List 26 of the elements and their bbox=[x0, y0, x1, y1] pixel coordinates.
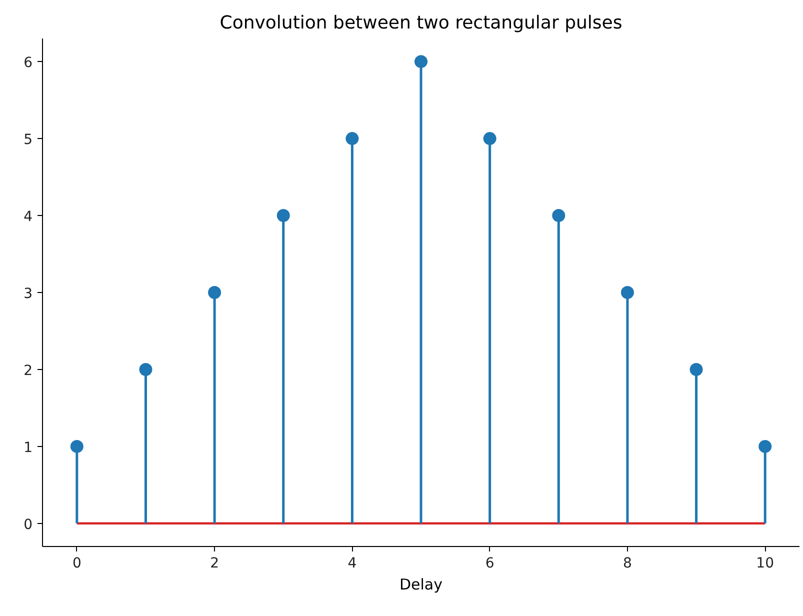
point bbox=[690, 362, 703, 376]
point bbox=[276, 209, 290, 222]
point bbox=[552, 209, 566, 222]
x-tick-label: 4 bbox=[348, 556, 357, 572]
point bbox=[620, 286, 634, 299]
y-tick-label: 1 bbox=[24, 440, 33, 456]
x-tick-label: 2 bbox=[210, 556, 220, 572]
point bbox=[139, 362, 152, 376]
x-axis-title: Delay bbox=[399, 576, 443, 594]
point bbox=[346, 132, 359, 146]
point bbox=[208, 286, 222, 299]
x-tick-label: 8 bbox=[623, 556, 632, 572]
y-tick-label: 5 bbox=[24, 132, 33, 148]
point bbox=[483, 132, 496, 146]
x-tick-label: 6 bbox=[485, 556, 494, 572]
y-tick-label: 2 bbox=[24, 362, 33, 379]
chart-title: Convolution between two rectangular pulses bbox=[220, 12, 622, 34]
x-tick-label: 10 bbox=[756, 556, 774, 572]
point bbox=[70, 440, 84, 453]
point bbox=[414, 55, 428, 68]
y-tick-label: 3 bbox=[24, 286, 33, 302]
y-tick-label: 4 bbox=[24, 209, 33, 226]
x-tick-label: 0 bbox=[72, 556, 82, 572]
point bbox=[758, 440, 772, 453]
y-tick-label: 6 bbox=[24, 55, 33, 72]
y-tick-label: 0 bbox=[24, 516, 33, 533]
